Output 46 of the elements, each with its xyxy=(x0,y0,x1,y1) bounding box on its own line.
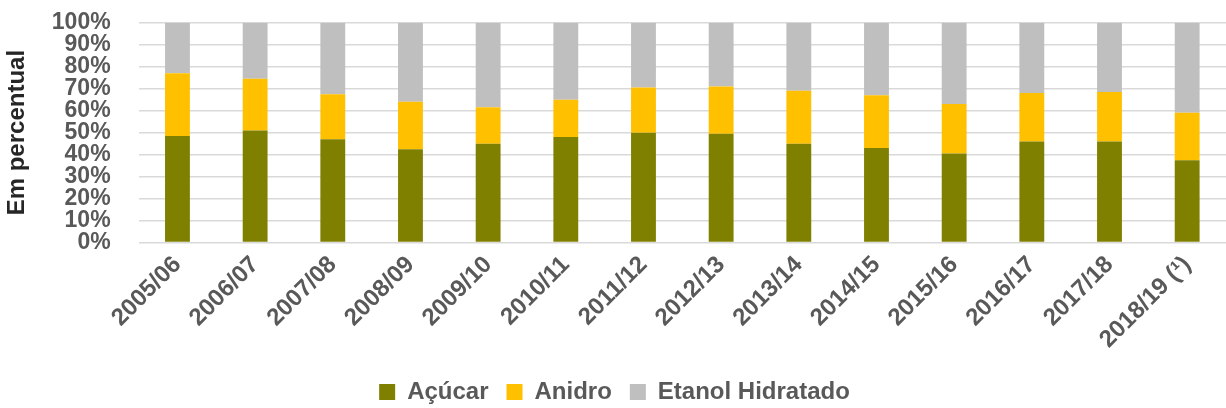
bar xyxy=(553,99,579,138)
bar xyxy=(242,78,268,131)
bar xyxy=(631,87,656,133)
bar xyxy=(242,130,268,242)
bar xyxy=(320,94,346,140)
bar xyxy=(242,22,268,79)
bar xyxy=(165,135,190,242)
bar xyxy=(631,22,656,88)
bar xyxy=(553,22,579,100)
bar xyxy=(1174,112,1200,161)
bar xyxy=(1019,22,1045,94)
legend-label: Açúcar xyxy=(407,376,489,404)
bar xyxy=(1097,91,1122,142)
bar xyxy=(398,149,423,242)
bar xyxy=(941,153,967,242)
legend-label: Etanol Hidratado xyxy=(657,376,850,404)
bar xyxy=(1174,22,1200,113)
bar xyxy=(864,148,889,242)
bar xyxy=(864,22,889,96)
bar xyxy=(708,133,734,242)
bar xyxy=(553,137,579,242)
bar xyxy=(631,132,656,242)
legend-label: Anidro xyxy=(534,376,612,404)
bar xyxy=(475,143,501,242)
bar xyxy=(1097,22,1122,92)
bar xyxy=(320,22,346,95)
bar xyxy=(708,22,734,87)
bar xyxy=(786,90,812,144)
bar xyxy=(398,101,423,150)
bar xyxy=(165,22,190,74)
bar xyxy=(1174,160,1200,242)
bar xyxy=(786,143,812,242)
bar xyxy=(708,86,734,134)
bar xyxy=(941,104,967,154)
bar xyxy=(1019,141,1045,242)
bar xyxy=(165,73,190,136)
y-axis-title: Em percentual xyxy=(2,49,30,216)
bar xyxy=(475,22,501,108)
bar xyxy=(475,107,501,144)
bar xyxy=(1019,93,1045,142)
bar xyxy=(1097,141,1122,242)
bar xyxy=(320,139,346,242)
bar xyxy=(941,22,967,105)
bar xyxy=(864,95,889,149)
bar xyxy=(398,22,423,102)
bar xyxy=(786,22,812,91)
